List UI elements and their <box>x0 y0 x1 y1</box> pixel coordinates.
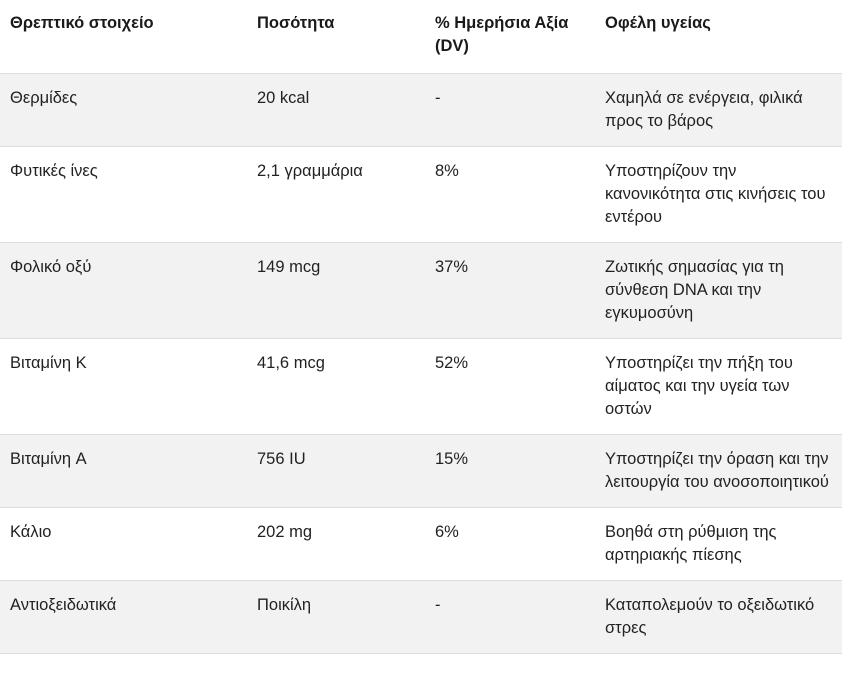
cell-amount: Ποικίλη <box>247 580 425 654</box>
cell-health-benefit: Βοηθά στη ρύθμιση της αρτηριακής πίεσης <box>595 507 842 581</box>
header-amount: Ποσότητα <box>247 0 425 74</box>
cell-health-benefit: Υποστηρίζουν την κανονικότητα στις κινήσ… <box>595 146 842 243</box>
table-body: Θερμίδες 20 kcal - Χαμηλά σε ενέργεια, φ… <box>0 73 842 654</box>
header-nutrient: Θρεπτικό στοιχείο <box>0 0 247 74</box>
table-row: Αντιοξειδωτικά Ποικίλη - Καταπολεμούν το… <box>0 580 842 654</box>
cell-amount: 2,1 γραμμάρια <box>247 146 425 243</box>
cell-nutrient: Φολικό οξύ <box>0 242 247 339</box>
nutrition-table: Θρεπτικό στοιχείο Ποσότητα % Ημερήσια Αξ… <box>0 0 842 654</box>
cell-health-benefit: Ζωτικής σημασίας για τη σύνθεση DNA και … <box>595 242 842 339</box>
cell-nutrient: Βιταμίνη A <box>0 434 247 508</box>
table-row: Θερμίδες 20 kcal - Χαμηλά σε ενέργεια, φ… <box>0 73 842 147</box>
cell-amount: 149 mcg <box>247 242 425 339</box>
cell-nutrient: Θερμίδες <box>0 73 247 147</box>
table-row: Κάλιο 202 mg 6% Βοηθά στη ρύθμιση της αρ… <box>0 507 842 581</box>
table-row: Φυτικές ίνες 2,1 γραμμάρια 8% Υποστηρίζο… <box>0 146 842 243</box>
cell-daily-value: 8% <box>425 146 595 243</box>
header-health-benefits: Οφέλη υγείας <box>595 0 842 74</box>
cell-daily-value: - <box>425 73 595 147</box>
cell-health-benefit: Καταπολεμούν το οξειδωτικό στρες <box>595 580 842 654</box>
cell-amount: 20 kcal <box>247 73 425 147</box>
cell-daily-value: 15% <box>425 434 595 508</box>
cell-amount: 202 mg <box>247 507 425 581</box>
cell-health-benefit: Υποστηρίζει την πήξη του αίματος και την… <box>595 338 842 435</box>
cell-health-benefit: Υποστηρίζει την όραση και την λειτουργία… <box>595 434 842 508</box>
cell-nutrient: Φυτικές ίνες <box>0 146 247 243</box>
header-daily-value: % Ημερήσια Αξία (DV) <box>425 0 595 74</box>
cell-daily-value: 37% <box>425 242 595 339</box>
cell-daily-value: 6% <box>425 507 595 581</box>
cell-nutrient: Κάλιο <box>0 507 247 581</box>
cell-amount: 41,6 mcg <box>247 338 425 435</box>
table-row: Φολικό οξύ 149 mcg 37% Ζωτικής σημασίας … <box>0 242 842 339</box>
table-header: Θρεπτικό στοιχείο Ποσότητα % Ημερήσια Αξ… <box>0 0 842 74</box>
cell-amount: 756 IU <box>247 434 425 508</box>
cell-daily-value: 52% <box>425 338 595 435</box>
table-row: Βιταμίνη A 756 IU 15% Υποστηρίζει την όρ… <box>0 434 842 508</box>
cell-health-benefit: Χαμηλά σε ενέργεια, φιλικά προς το βάρος <box>595 73 842 147</box>
cell-daily-value: - <box>425 580 595 654</box>
table-row: Βιταμίνη K 41,6 mcg 52% Υποστηρίζει την … <box>0 338 842 435</box>
cell-nutrient: Αντιοξειδωτικά <box>0 580 247 654</box>
cell-nutrient: Βιταμίνη K <box>0 338 247 435</box>
header-row: Θρεπτικό στοιχείο Ποσότητα % Ημερήσια Αξ… <box>0 0 842 74</box>
